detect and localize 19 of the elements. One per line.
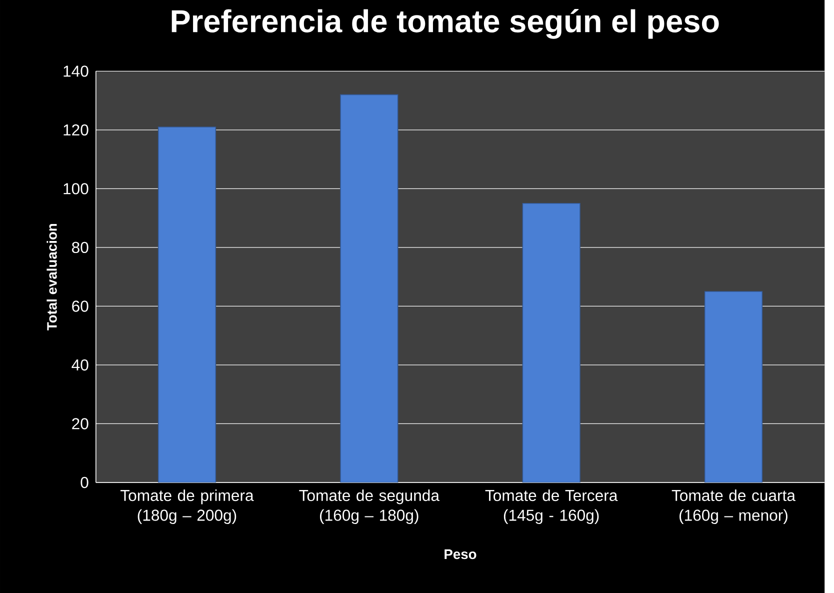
y-tick-label: 40 [72, 359, 88, 370]
y-tick-label: 120 [64, 124, 88, 136]
x-tick-label: Tomate de primera (180g – 200g) [120, 489, 254, 524]
chart-title: Preferencia de tomate según el peso [172, 8, 719, 39]
x-tick-label: Tomate de Tercera (145g - 160g) [485, 489, 618, 524]
bar [158, 126, 216, 482]
bar [522, 202, 580, 482]
x-tick-label: Tomate de segunda (160g – 180g) [299, 489, 440, 524]
x-axis-title: Peso [444, 549, 476, 559]
bar [340, 94, 398, 482]
bar [704, 291, 763, 482]
y-tick-label: 60 [72, 300, 88, 312]
y-tick-label: 140 [64, 65, 88, 77]
x-tick-label: Tomate de cuarta (160g – menor) [672, 489, 796, 524]
y-tick-label: 0 [80, 476, 88, 488]
y-tick-label: 20 [72, 418, 88, 430]
y-tick-label: 80 [72, 242, 88, 253]
y-axis-title: Total evaluacion [46, 224, 57, 330]
y-tick-label: 100 [64, 182, 88, 194]
